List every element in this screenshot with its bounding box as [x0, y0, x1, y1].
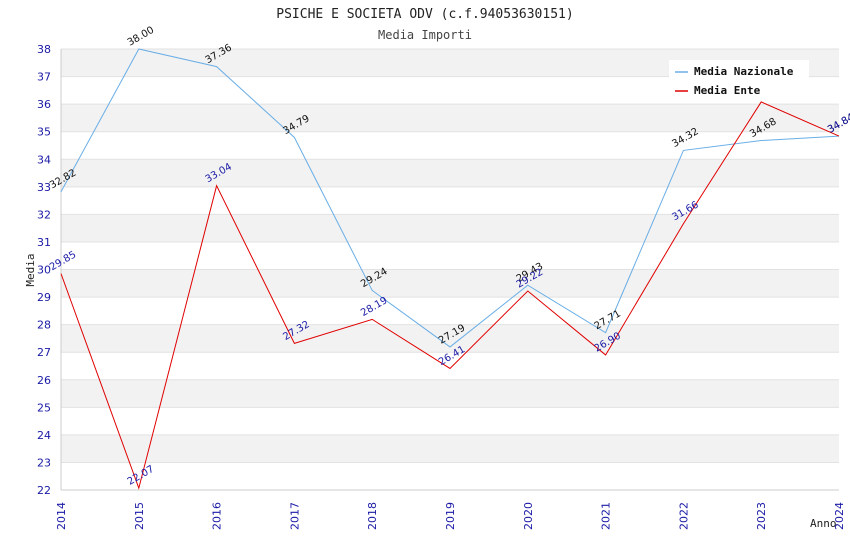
y-tick-label: 31: [37, 236, 51, 249]
x-tick-label: 2020: [522, 502, 535, 530]
y-tick-label: 35: [37, 126, 51, 139]
grid-band: [61, 269, 839, 298]
grid-bands: [61, 49, 839, 463]
y-tick-label: 23: [37, 456, 51, 469]
x-tick-label: 2015: [133, 502, 146, 530]
y-tick-label: 28: [37, 319, 51, 332]
y-tick-label: 36: [37, 98, 51, 111]
legend-box: [669, 60, 809, 100]
x-tick-labels: 2014 2015 2016 2017 2018 2019 2020 2021 2022 2023…: [55, 502, 846, 530]
y-tick-label: 32: [37, 208, 51, 221]
y-tick-label: 22: [37, 484, 51, 497]
x-tick-label: 2024: [833, 502, 846, 530]
x-tick-label: 2021: [600, 502, 613, 530]
series-lines: [60, 48, 840, 490]
data-label: 22.07: [126, 464, 156, 488]
legend: Media Nazionale Media Ente: [669, 60, 809, 100]
series-line-nazionale: [60, 48, 840, 348]
legend-label-nazionale: Media Nazionale: [694, 65, 794, 78]
y-tick-labels: 22 23 24 25 26 27 28 29 30 31 32 33 34 35 36 37 38: [37, 43, 51, 497]
x-tick-label: 2017: [288, 502, 301, 530]
legend-label-ente: Media Ente: [694, 84, 761, 97]
grid-band: [61, 324, 839, 353]
chart-subtitle: Media Importi: [378, 28, 472, 42]
y-tick-label: 25: [37, 401, 51, 414]
x-axis-label: Anno: [810, 517, 837, 530]
y-tick-label: 30: [37, 264, 51, 277]
x-tick-label: 2019: [444, 502, 457, 530]
x-tick-label: 2016: [211, 502, 224, 530]
chart-title: PSICHE E SOCIETA ODV (c.f.94053630151): [276, 7, 573, 22]
y-tick-label: 26: [37, 374, 51, 387]
grid-band: [61, 104, 839, 132]
series-line-ente: [60, 101, 840, 490]
y-tick-label: 27: [37, 346, 51, 359]
data-label: 28.19: [359, 295, 389, 319]
y-tick-label: 38: [37, 43, 51, 56]
y-tick-label: 37: [37, 71, 51, 84]
x-tick-label: 2018: [366, 502, 379, 530]
y-tick-label: 33: [37, 181, 51, 194]
grid-band: [61, 434, 839, 463]
grid-band: [61, 214, 839, 242]
x-tick-label: 2023: [755, 502, 768, 530]
x-tick-label: 2022: [677, 502, 690, 530]
y-tick-label: 34: [37, 153, 51, 166]
data-label: 38.00: [126, 25, 156, 49]
grid-band: [61, 379, 839, 408]
x-tick-label: 2014: [55, 502, 68, 530]
y-tick-label: 24: [37, 429, 51, 442]
y-axis-label: Media: [24, 253, 37, 286]
gridlines: [61, 48, 839, 491]
y-tick-label: 29: [37, 291, 51, 304]
